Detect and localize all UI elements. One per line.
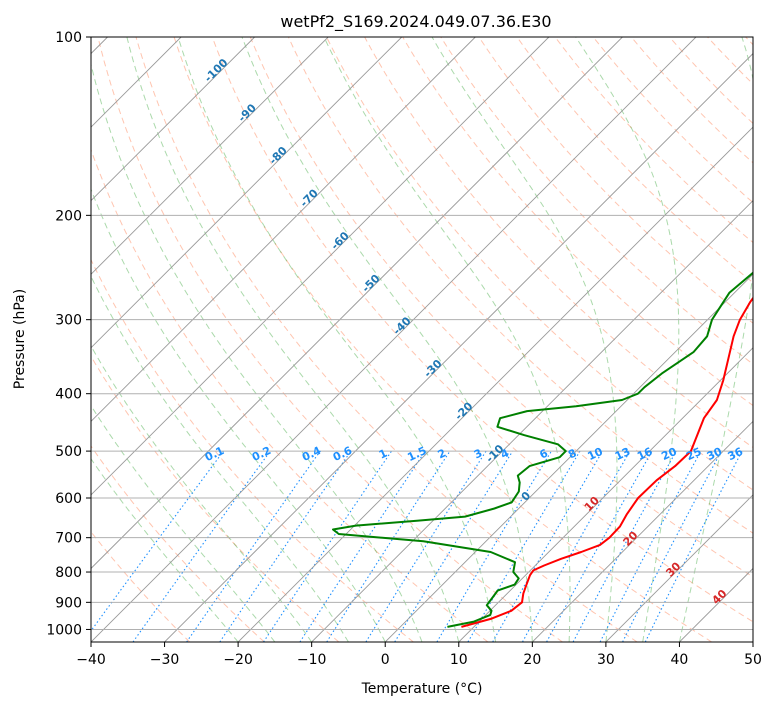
dry-adiabat <box>708 37 775 642</box>
isotherm-label: -90 <box>236 101 259 124</box>
mixing-ratio-label: 0.6 <box>331 444 354 464</box>
mixing-ratio-label: 1 <box>377 447 389 462</box>
isotherm <box>0 37 402 642</box>
mixing-ratio-line <box>327 451 450 642</box>
temperature-profile <box>461 37 775 627</box>
x-tick-label: 40 <box>671 652 689 668</box>
theta-label: 40 <box>709 587 729 607</box>
mixing-ratio-line <box>264 451 392 642</box>
mixing-ratio-label: 2 <box>436 446 448 461</box>
y-tick-label: 900 <box>55 595 82 611</box>
isotherm-label: -40 <box>390 314 413 337</box>
y-tick-label: 800 <box>55 565 82 581</box>
isotherm <box>459 37 775 642</box>
x-tick-label: −30 <box>150 652 180 668</box>
y-tick-label: 600 <box>55 491 82 507</box>
mixing-ratio-label: 36 <box>726 445 746 463</box>
mixing-ratio-label: 20 <box>659 445 679 463</box>
dry-adiabat <box>669 37 775 642</box>
isotherm-label: -30 <box>421 357 444 380</box>
dry-adiabat <box>517 37 775 642</box>
plot-frame <box>91 37 753 642</box>
y-tick-label: 1000 <box>46 622 82 638</box>
moist-adiabat <box>85 37 422 642</box>
isotherm <box>385 37 775 642</box>
theta-label: 10 <box>582 494 602 514</box>
chart-title: wetPf2_S169.2024.049.07.36.E30 <box>280 12 551 32</box>
isotherm-label: -20 <box>452 399 475 422</box>
y-tick-label: 100 <box>55 30 82 46</box>
mixing-ratio-line <box>366 451 486 642</box>
moist-adiabat <box>127 37 459 642</box>
moist-adiabat <box>679 37 761 642</box>
isotherm <box>91 37 696 642</box>
x-axis-label: Temperature (°C) <box>361 681 483 697</box>
mixing-ratio-label: 25 <box>684 445 703 463</box>
y-tick-label: 700 <box>55 531 82 547</box>
moist-adiabat <box>0 37 238 642</box>
isotherm <box>679 37 775 642</box>
y-axis-label: Pressure (hPa) <box>12 289 28 389</box>
x-tick-label: −20 <box>223 652 253 668</box>
x-tick-label: 30 <box>597 652 615 668</box>
mixing-ratio-line <box>83 451 224 642</box>
y-tick-label: 200 <box>55 208 82 224</box>
moist-adiabat <box>0 37 275 642</box>
mixing-ratio-label: 0.4 <box>300 444 323 464</box>
dry-adiabat <box>746 37 775 642</box>
isotherm-label: -80 <box>267 144 290 167</box>
isotherm <box>238 37 775 642</box>
dry-adiabat <box>593 37 775 642</box>
mixing-ratio-label: 0.2 <box>250 444 273 464</box>
isotherm <box>0 37 255 642</box>
dry-adiabat <box>0 37 190 642</box>
x-tick-label: −10 <box>297 652 327 668</box>
y-tick-label: 400 <box>55 387 82 403</box>
mixing-ratio-line <box>468 451 580 642</box>
mixing-ratio-label: 0.1 <box>203 444 226 464</box>
isotherm-label: -100 <box>202 56 231 85</box>
mixing-ratio-label: 13 <box>613 445 632 463</box>
isotherm-label: -70 <box>298 186 321 209</box>
dry-adiabat <box>0 37 339 642</box>
mixing-ratio-label: 3 <box>472 447 484 462</box>
mixing-ratio-line <box>220 451 351 642</box>
x-tick-label: 20 <box>523 652 541 668</box>
moist-adiabat <box>324 37 570 642</box>
dry-adiabat <box>136 37 637 642</box>
y-tick-label: 500 <box>55 444 82 460</box>
dry-adiabat <box>555 37 775 642</box>
mixing-ratio-line <box>300 451 425 642</box>
isotherm <box>17 37 622 642</box>
mixing-ratio-label: 30 <box>705 445 725 463</box>
moist-adiabat <box>178 37 496 642</box>
x-tick-label: 0 <box>381 652 390 668</box>
dry-adiabat <box>22 37 414 642</box>
moist-adiabat <box>19 37 349 642</box>
mixing-ratio-line <box>573 451 676 642</box>
x-tick-label: 50 <box>744 652 762 668</box>
background-lines <box>0 37 775 642</box>
mixing-ratio-line <box>645 451 742 642</box>
x-tick-label: −40 <box>76 652 106 668</box>
pressure-gridlines <box>0 37 775 642</box>
dry-adiabat <box>479 37 775 642</box>
moist-adiabat <box>576 37 679 642</box>
dry-adiabat <box>60 37 488 642</box>
mixing-ratio-label: 1.5 <box>405 444 428 464</box>
mixing-ratio-line <box>600 451 701 642</box>
y-tick-label: 300 <box>55 313 82 329</box>
isotherm-label: -60 <box>328 229 351 252</box>
x-tick-label: 10 <box>450 652 468 668</box>
mixing-ratio-label: 10 <box>586 445 606 463</box>
isotherm <box>753 37 775 642</box>
dry-adiabat <box>0 37 264 642</box>
isotherm-label: -50 <box>359 272 382 295</box>
mixing-ratio-label: 6 <box>538 446 551 461</box>
theta-label: 30 <box>663 559 683 579</box>
mixing-ratio-label: 16 <box>635 445 655 463</box>
